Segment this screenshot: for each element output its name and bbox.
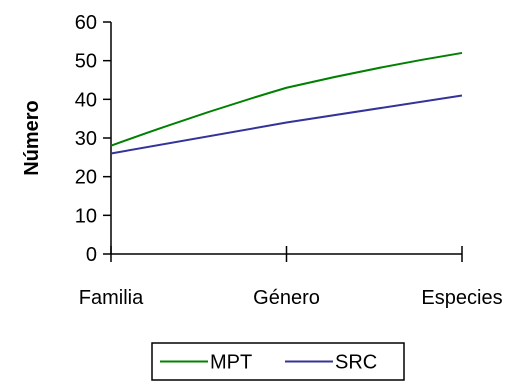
series-lines — [110, 51, 463, 155]
y-axis-title: Número — [21, 100, 43, 176]
series-line-mpt — [110, 51, 463, 147]
y-tick-label: 60 — [75, 12, 97, 34]
legend-label-src: SRC — [335, 352, 377, 374]
series-line-src — [110, 94, 463, 155]
y-tick-label: 10 — [75, 205, 97, 227]
y-tick-label: 20 — [75, 167, 97, 189]
legend-label-mpt: MPT — [210, 352, 252, 374]
y-axis-ticks: 0 10 20 30 40 50 60 — [75, 12, 111, 266]
y-tick-label: 40 — [75, 89, 97, 111]
y-tick-label: 30 — [75, 128, 97, 150]
legend: MPT SRC — [151, 342, 405, 381]
x-tick-label: Familia — [79, 287, 144, 309]
x-tick-label: Especies — [421, 287, 502, 309]
x-axis-ticks: Familia Género Especies — [79, 246, 503, 309]
y-tick-label: 0 — [86, 244, 97, 266]
y-tick-label: 50 — [75, 51, 97, 73]
x-tick-label: Género — [253, 287, 320, 309]
